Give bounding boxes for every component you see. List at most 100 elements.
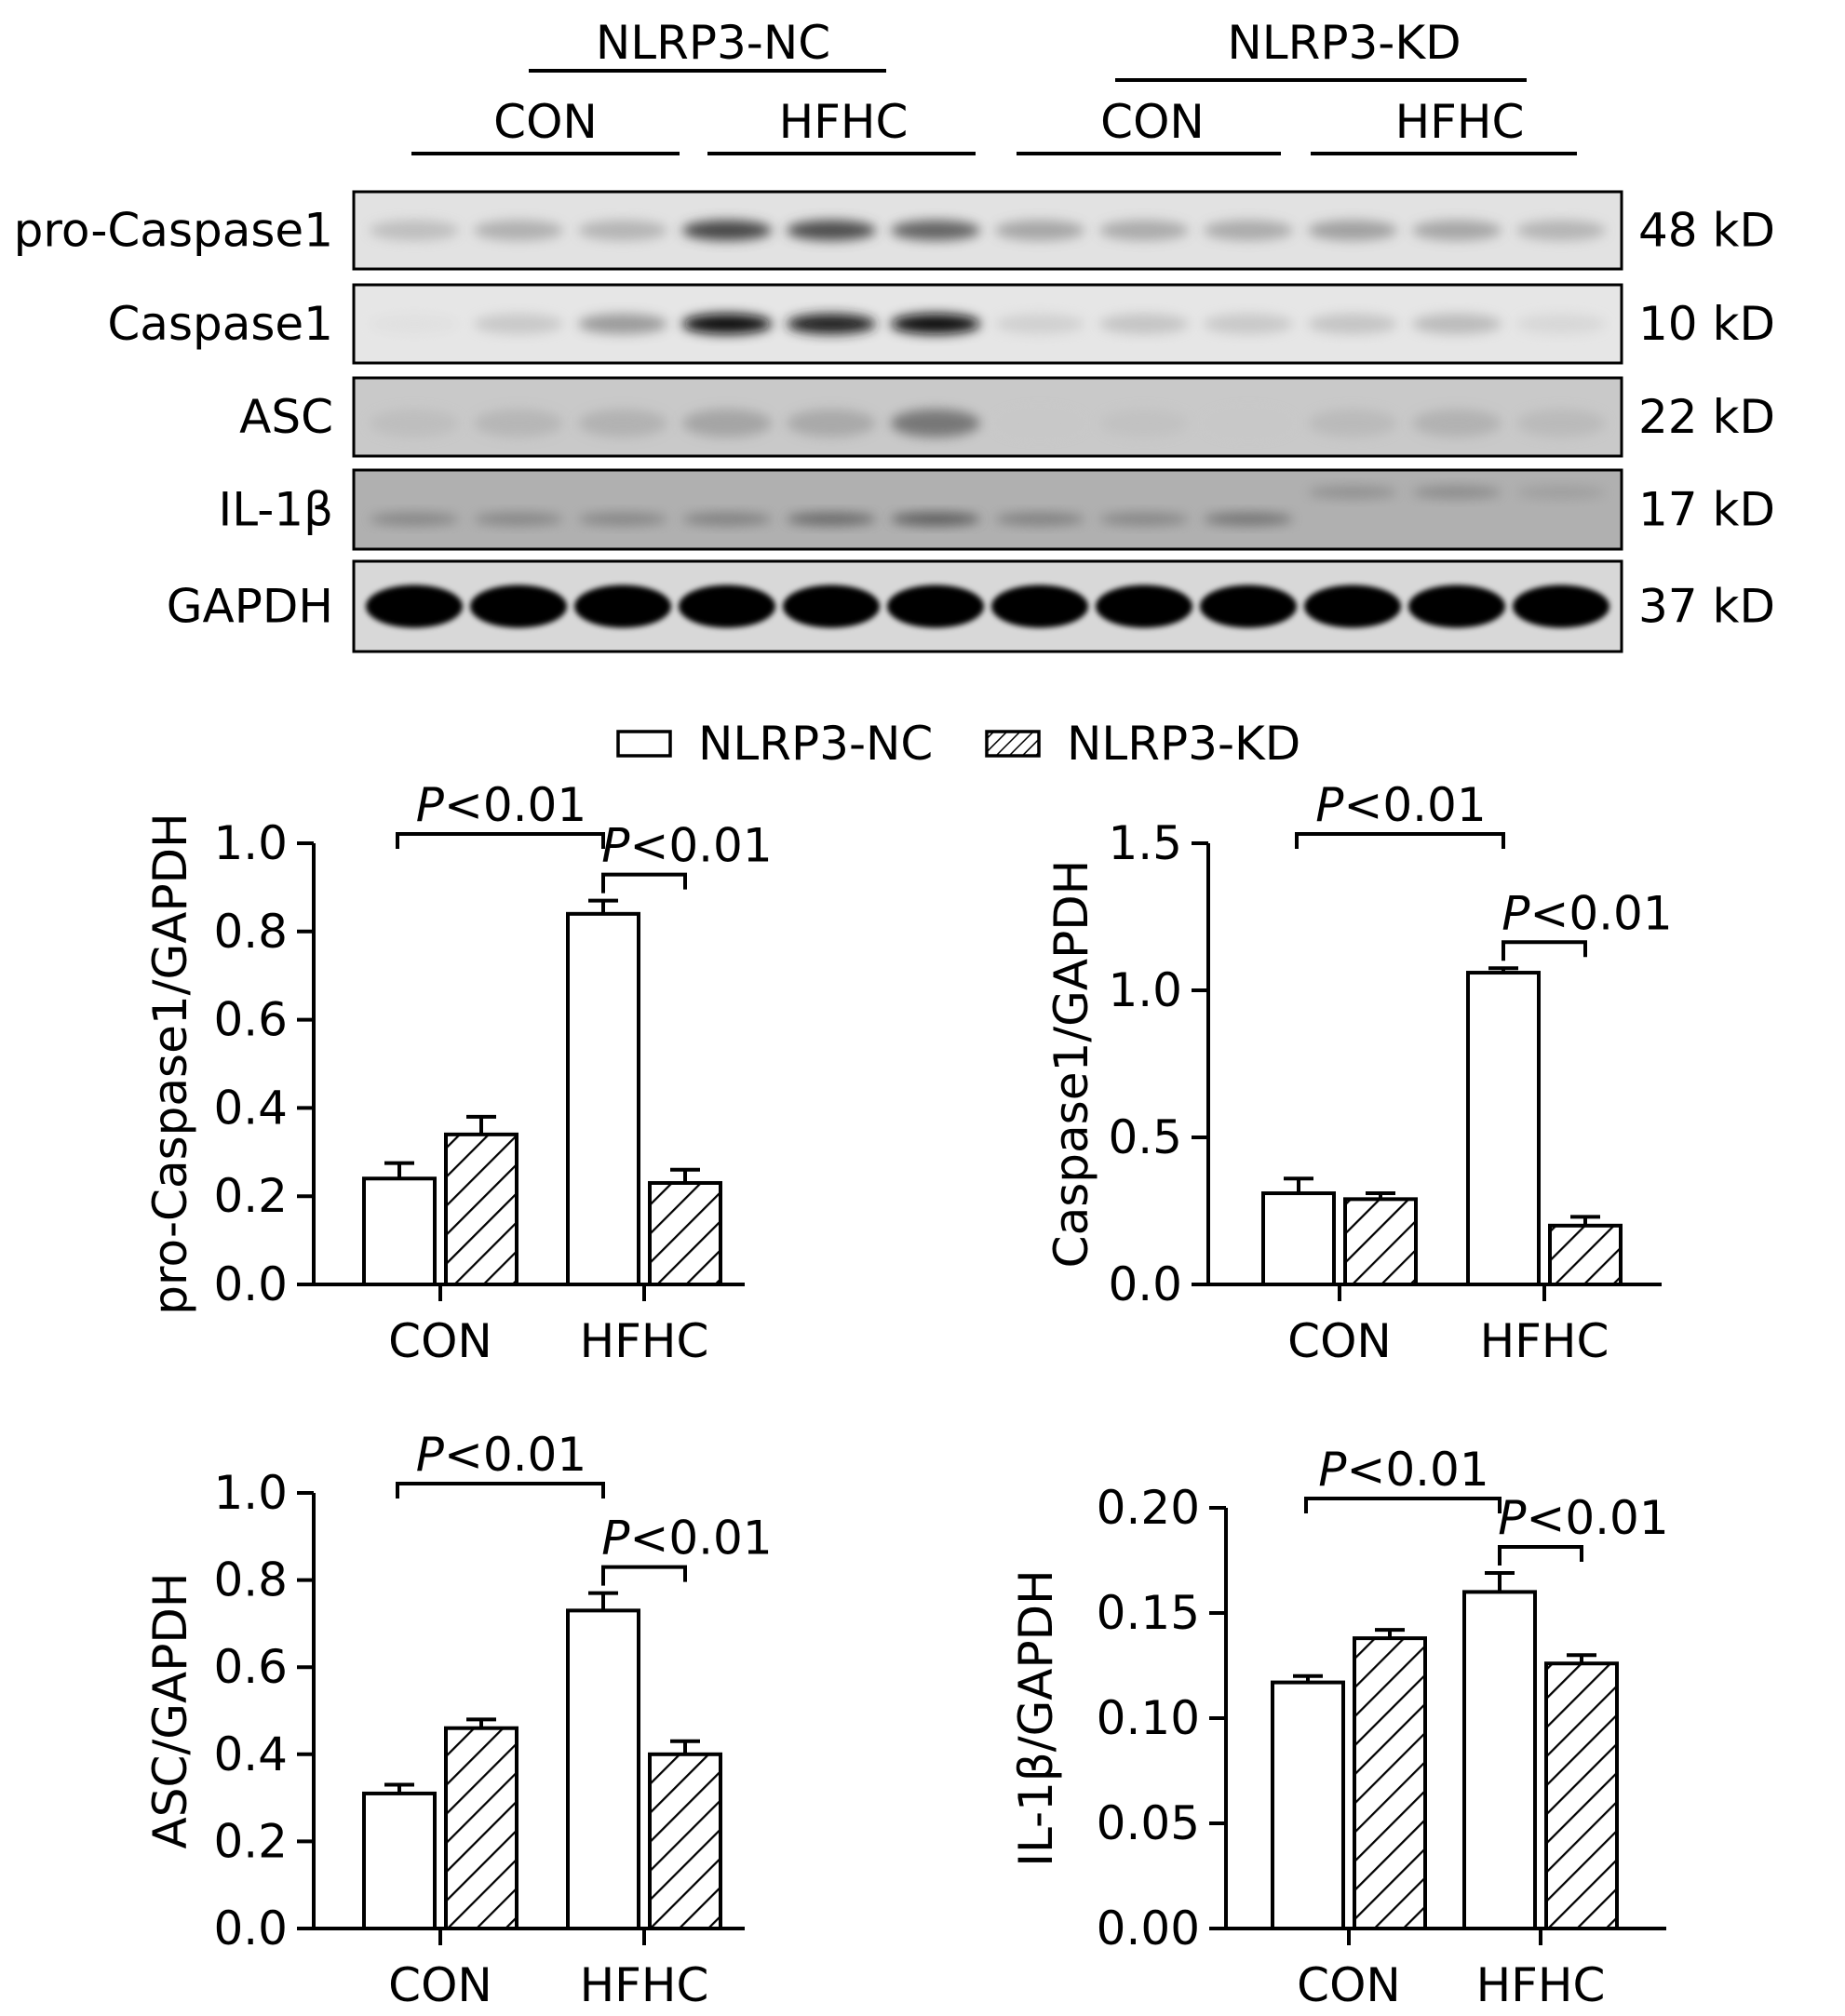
y-tick-label: 0.0 <box>213 1902 288 1956</box>
x-tick-label: HFHC <box>580 1958 709 2012</box>
y-axis-label: ASC/GAPDH <box>143 1573 197 1849</box>
blot-row-size: 37 kD <box>1638 580 1775 634</box>
blot-row-5: GAPDH 37 kD <box>167 559 1775 653</box>
y-tick-label: 1.5 <box>1108 816 1182 870</box>
blot-band <box>474 512 563 526</box>
blot-band <box>578 220 667 241</box>
y-tick-label: 0.0 <box>213 1257 288 1311</box>
bar-nc <box>1271 1680 1345 1930</box>
sub-header-4: HFHC <box>1395 95 1525 149</box>
y-tick-label: 0.6 <box>213 1640 288 1694</box>
y-axis-label: pro-Caspase1/GAPDH <box>143 813 197 1314</box>
blot-header: NLRP3-NC NLRP3-KD CON HFHC CON HFHC <box>411 16 1577 155</box>
blot-band <box>1308 314 1397 334</box>
p-symbol: P <box>1318 1443 1347 1497</box>
p-threshold: <0.01 <box>444 1428 586 1482</box>
p-symbol: P <box>601 819 630 873</box>
legend-swatch-nc <box>616 730 672 758</box>
blot-band <box>1412 409 1502 437</box>
significance-bracket <box>396 1482 605 1499</box>
blot-row-label: IL-1β <box>219 483 334 537</box>
bar-nc <box>1261 1191 1336 1287</box>
blot-row-2: Caspase1 10 kD <box>107 283 1775 365</box>
blot-band <box>1099 409 1189 437</box>
significance-bracket <box>601 1565 687 1586</box>
y-tick-label: 0.6 <box>213 993 288 1047</box>
y-axis-label: Caspase1/GAPDH <box>1044 860 1098 1269</box>
bar-kd <box>1353 1636 1427 1930</box>
p-value-label: P<0.01 <box>1498 1491 1668 1545</box>
blot-band <box>679 585 775 628</box>
blot-band <box>891 314 980 334</box>
group-header-nc: NLRP3-NC <box>596 16 830 70</box>
blot-band <box>1099 220 1189 241</box>
blot-band <box>995 220 1084 241</box>
y-tick-label: 0.00 <box>1097 1902 1200 1956</box>
blot-band <box>991 585 1088 628</box>
blot-band <box>1516 314 1606 334</box>
blot-band <box>1099 512 1189 526</box>
bar-kd <box>648 1752 722 1931</box>
blot-band <box>1412 485 1502 499</box>
bar-nc <box>362 1791 437 1931</box>
blot-band <box>1308 220 1397 241</box>
blot-band <box>474 314 563 334</box>
blot-band <box>1308 485 1397 499</box>
y-tick-label: 0.8 <box>213 905 288 959</box>
x-tick-label: HFHC <box>580 1314 709 1368</box>
blot-band <box>682 220 772 241</box>
blot-row-label: GAPDH <box>167 580 333 634</box>
p-value-label: P<0.01 <box>416 1428 586 1482</box>
blot-band <box>787 220 876 241</box>
y-tick-label: 0.2 <box>213 1169 288 1223</box>
blot-band <box>891 220 980 241</box>
bar-nc <box>566 1608 640 1930</box>
blot-band <box>787 512 876 526</box>
y-tick-label: 1.0 <box>213 1466 288 1520</box>
p-value-label: P<0.01 <box>1502 886 1672 940</box>
blot-band <box>1516 220 1606 241</box>
blot-row-3: ASC 22 kD <box>239 376 1775 458</box>
blot-strip <box>352 283 1623 365</box>
blot-band <box>474 409 563 437</box>
blot-band <box>682 512 772 526</box>
p-threshold: <0.01 <box>1526 1491 1668 1545</box>
bar-nc <box>566 911 640 1287</box>
p-symbol: P <box>1315 778 1344 832</box>
blot-band <box>370 314 459 334</box>
blot-rows: pro-Caspase1 48 kD Caspase1 10 kD ASC 22 kD IL… <box>14 190 1775 653</box>
blot-band <box>366 585 463 628</box>
sub-header-3: CON <box>1100 95 1205 149</box>
blot-bands <box>366 585 1609 628</box>
p-value-label: P<0.01 <box>601 1512 772 1566</box>
significance-bracket <box>601 872 687 894</box>
blot-strip <box>352 376 1623 458</box>
p-value-label: P<0.01 <box>1318 1443 1488 1497</box>
significance-bracket <box>1502 940 1587 961</box>
blot-bands <box>370 485 1606 526</box>
blot-band <box>370 409 459 437</box>
blot-row-size: 48 kD <box>1638 204 1775 258</box>
blot-band <box>887 585 984 628</box>
blot-band <box>1204 409 1293 437</box>
y-tick-label: 0.4 <box>213 1727 288 1781</box>
y-tick-label: 0.4 <box>213 1081 288 1135</box>
blot-band <box>787 409 876 437</box>
blot-band <box>578 314 667 334</box>
x-tick-label: CON <box>388 1314 492 1368</box>
y-tick-label: 0.20 <box>1097 1481 1200 1535</box>
significance-bracket <box>1304 1497 1502 1513</box>
legend-swatch-kd <box>985 730 1041 758</box>
blot-band <box>574 585 671 628</box>
p-threshold: <0.01 <box>629 1512 772 1566</box>
sub-header-2: HFHC <box>779 95 909 149</box>
bar-chart-1: 0.0 0.2 0.4 0.6 0.8 1.0 pro-Caspase1/GAPDH CON H… <box>143 778 773 1368</box>
blot-band <box>1408 585 1505 628</box>
blot-row-4: IL-1β 17 kD <box>219 468 1775 551</box>
legend: NLRP3-NC NLRP3-KD <box>616 717 1300 771</box>
x-tick-label: HFHC <box>1480 1314 1609 1368</box>
blot-band <box>995 512 1084 526</box>
